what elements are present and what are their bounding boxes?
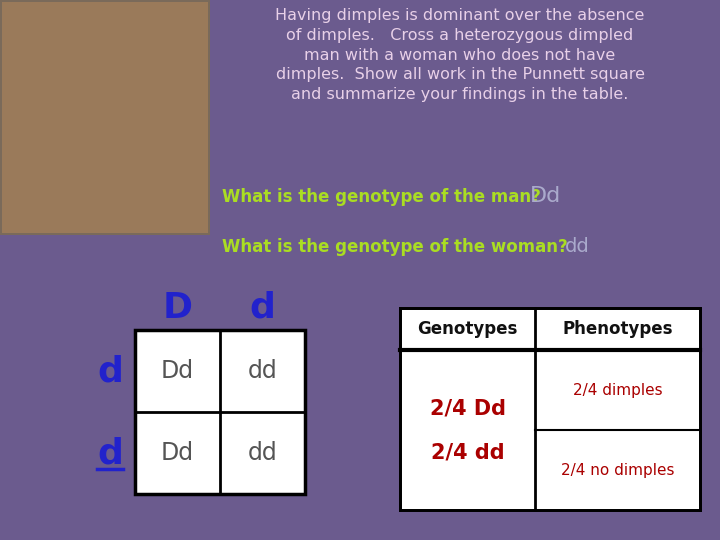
- Bar: [400, 308, 700, 510]
- Text: Having dimples is dominant over the absence
of dimples.   Cross a heterozygous d: Having dimples is dominant over the abse…: [275, 8, 644, 102]
- Text: Dd: Dd: [530, 186, 562, 206]
- Text: d: d: [97, 354, 123, 388]
- Text: Dd: Dd: [161, 441, 194, 465]
- Text: What is the genotype of the man?: What is the genotype of the man?: [222, 188, 541, 206]
- Text: 2/4 Dd: 2/4 Dd: [430, 398, 505, 418]
- Bar: [135, 330, 305, 494]
- Text: dd: dd: [565, 237, 590, 256]
- Bar: [2, 2, 208, 233]
- Text: D: D: [163, 291, 192, 325]
- Text: 2/4 dd: 2/4 dd: [431, 442, 504, 462]
- Text: dd: dd: [248, 441, 277, 465]
- Text: What is the genotype of the woman?: What is the genotype of the woman?: [222, 238, 568, 256]
- Text: dd: dd: [248, 359, 277, 383]
- Text: 2/4 no dimples: 2/4 no dimples: [561, 462, 674, 477]
- Text: 2/4 dimples: 2/4 dimples: [572, 382, 662, 397]
- Text: Phenotypes: Phenotypes: [562, 320, 672, 338]
- Bar: [0, 0, 210, 235]
- Text: d: d: [250, 291, 276, 325]
- Text: Genotypes: Genotypes: [418, 320, 518, 338]
- Text: d: d: [97, 436, 123, 470]
- Text: Dd: Dd: [161, 359, 194, 383]
